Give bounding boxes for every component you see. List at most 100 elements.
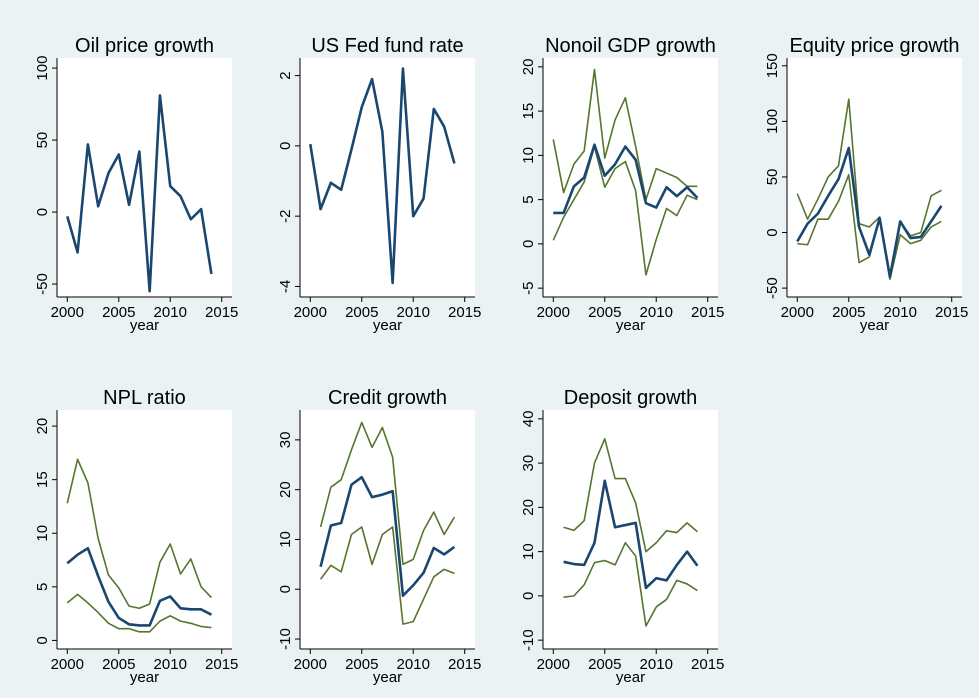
- y-tick-label: 2: [277, 71, 294, 79]
- series-line: [563, 437, 698, 553]
- y-tick-label: 100: [34, 56, 51, 81]
- x-tick-label: 2005: [588, 656, 621, 673]
- panel-title: Nonoil GDP growth: [545, 35, 716, 57]
- y-tick-label: 0: [277, 142, 294, 150]
- y-tick-label: 10: [520, 147, 537, 164]
- x-tick-label: 2010: [397, 304, 430, 321]
- x-tick-label: 2010: [640, 656, 673, 673]
- y-tick-label: 0: [764, 228, 781, 236]
- y-tick-label: 50: [34, 132, 51, 149]
- series-line: [309, 67, 456, 285]
- x-axis-label: year: [373, 317, 402, 334]
- y-tick-label: 0: [34, 208, 51, 216]
- x-tick-label: 2015: [448, 656, 481, 673]
- series-line: [319, 475, 456, 598]
- x-tick-label: 2000: [537, 304, 570, 321]
- x-tick-label: 2000: [537, 656, 570, 673]
- y-tick-label: 150: [764, 53, 781, 78]
- x-tick-label: 2015: [691, 304, 724, 321]
- x-tick-label: 2000: [51, 304, 84, 321]
- x-tick-label: 2010: [640, 304, 673, 321]
- x-tick-label: 2000: [51, 656, 84, 673]
- series-line: [563, 479, 699, 590]
- x-tick-label: 2005: [345, 656, 378, 673]
- x-tick-label: 2000: [294, 656, 327, 673]
- x-tick-label: 2010: [397, 656, 430, 673]
- panel-title: Credit growth: [328, 387, 447, 409]
- y-tick-label: 50: [764, 169, 781, 186]
- x-tick-label: 2015: [205, 656, 238, 673]
- plot-area: [300, 58, 475, 297]
- y-tick-label: 20: [520, 59, 537, 76]
- series-line: [66, 593, 212, 633]
- x-tick-label: 2015: [448, 304, 481, 321]
- y-tick-label: 0: [520, 592, 537, 600]
- y-tick-label: 20: [277, 481, 294, 498]
- panel: NPL ratio 0 5 10 15 20 2000 2005 2010 2015 year: [34, 387, 238, 686]
- series-line: [797, 173, 942, 281]
- y-tick-label: -10: [277, 628, 294, 650]
- y-tick-label: 30: [520, 455, 537, 472]
- x-tick-label: 2005: [102, 656, 135, 673]
- y-tick-label: -2: [277, 209, 294, 222]
- panel-title: NPL ratio: [103, 387, 186, 409]
- y-tick-label: 10: [277, 531, 294, 548]
- y-tick-label: 10: [520, 543, 537, 560]
- y-tick-label: -4: [277, 280, 294, 293]
- panel: Equity price growth -50 0 50 100 150 2000 2005 2…: [764, 35, 968, 334]
- series-line: [319, 421, 456, 566]
- series-line: [553, 143, 699, 215]
- y-tick-label: 100: [764, 109, 781, 134]
- panel-title: US Fed fund rate: [311, 35, 463, 57]
- x-tick-label: 2015: [935, 304, 968, 321]
- x-tick-label: 2005: [345, 304, 378, 321]
- x-tick-label: 2005: [832, 304, 865, 321]
- x-tick-label: 2010: [884, 304, 917, 321]
- y-tick-label: 0: [277, 585, 294, 593]
- x-tick-label: 2000: [294, 304, 327, 321]
- y-tick-label: 20: [34, 418, 51, 435]
- series-line: [66, 458, 212, 610]
- plot-area: [57, 58, 232, 297]
- series-line: [66, 546, 213, 627]
- y-tick-label: -10: [520, 629, 537, 651]
- panel: Deposit growth -10 0 10 20 30 40 2000 2005 2010 20…: [520, 387, 724, 686]
- series-line: [319, 526, 455, 625]
- x-axis-label: year: [616, 669, 645, 686]
- y-tick-label: 40: [520, 411, 537, 428]
- series-line: [552, 145, 698, 276]
- plot-area: [300, 410, 475, 649]
- plot-area: [787, 58, 962, 297]
- x-tick-label: 2015: [691, 656, 724, 673]
- y-tick-label: 0: [34, 636, 51, 644]
- y-tick-label: 10: [34, 525, 51, 542]
- y-tick-label: -5: [520, 281, 537, 294]
- x-tick-label: 2005: [588, 304, 621, 321]
- panel-title: Equity price growth: [789, 35, 959, 57]
- panel-title: Oil price growth: [75, 35, 214, 57]
- series-line: [796, 98, 942, 276]
- panel: Nonoil GDP growth -5 0 5 10 15 20 2000 2005 2010 2…: [520, 35, 724, 334]
- series-line: [796, 146, 943, 279]
- y-tick-label: 20: [520, 499, 537, 516]
- x-axis-label: year: [616, 317, 645, 334]
- panel-title: Deposit growth: [564, 387, 697, 409]
- panel: US Fed fund rate -4 -2 0 2 2000 2005 2010 2015 ye…: [277, 35, 481, 334]
- x-tick-label: 2000: [781, 304, 814, 321]
- y-tick-label: -50: [764, 277, 781, 299]
- x-tick-label: 2005: [102, 304, 135, 321]
- series-line: [563, 541, 698, 627]
- x-axis-label: year: [860, 317, 889, 334]
- x-axis-label: year: [130, 669, 159, 686]
- x-tick-label: 2010: [154, 656, 187, 673]
- series-line: [66, 94, 213, 293]
- panel: Credit growth -10 0 10 20 30 2000 2005 2010 2015 y…: [277, 387, 481, 686]
- y-tick-label: 15: [34, 471, 51, 488]
- x-tick-label: 2015: [205, 304, 238, 321]
- panel: Oil price growth -50 0 50 100 2000 2005 2010 201…: [34, 35, 238, 334]
- x-tick-label: 2010: [154, 304, 187, 321]
- y-tick-label: -50: [34, 273, 51, 295]
- y-tick-label: 30: [277, 432, 294, 449]
- x-axis-label: year: [373, 669, 402, 686]
